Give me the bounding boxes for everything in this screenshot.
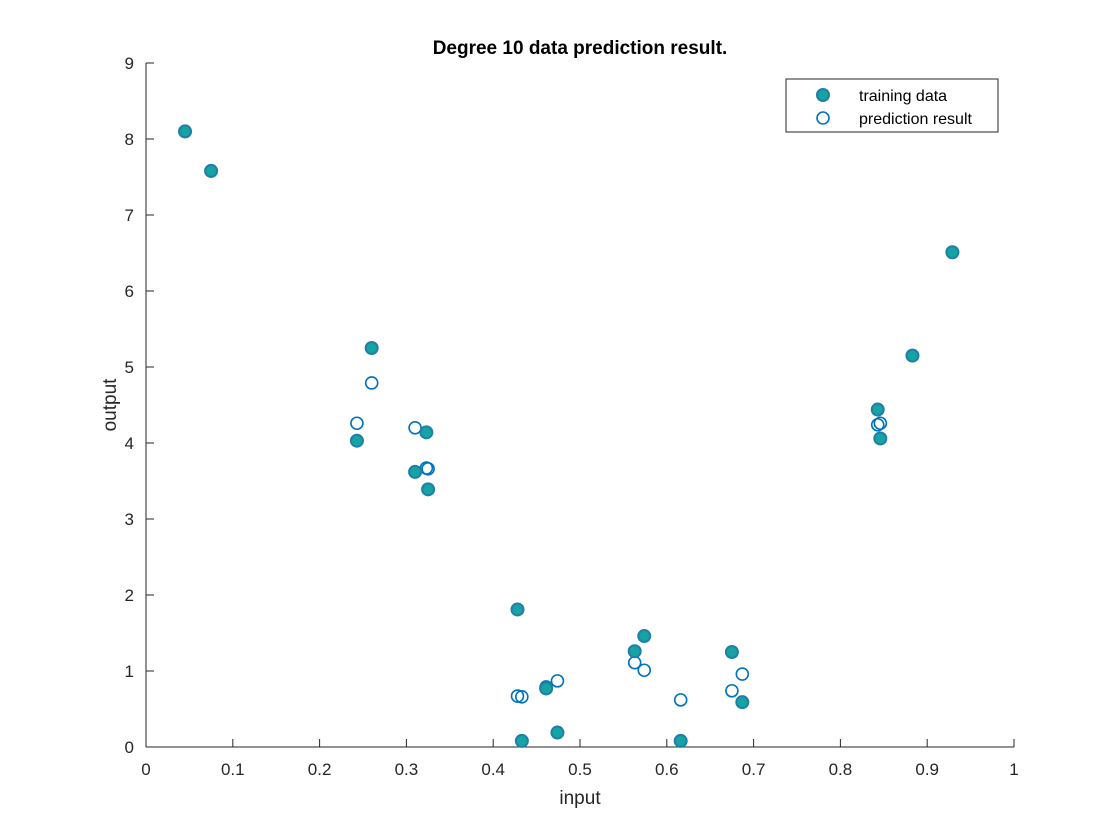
x-tick-label: 0.2 (308, 760, 332, 779)
prediction-point (515, 690, 529, 704)
training-point (673, 733, 688, 748)
prediction-point (637, 663, 652, 678)
training-point (905, 348, 920, 363)
prediction-point (725, 683, 739, 698)
prediction-point (550, 674, 565, 688)
x-tick-label: 0.1 (221, 760, 245, 779)
training-point (421, 482, 436, 497)
training-point (514, 733, 529, 748)
x-tick-label: 0.9 (915, 760, 939, 779)
y-tick-label: 0 (125, 738, 134, 757)
training-point (510, 602, 525, 617)
prediction-point (870, 417, 885, 432)
y-tick-label: 1 (125, 662, 134, 681)
x-ticks: 0 0.1 0.2 0.3 0.4 0.5 0.6 0.7 0.8 0.9 1 (141, 739, 1019, 779)
y-tick-label: 6 (125, 282, 134, 301)
training-point (637, 629, 652, 644)
y-tick-label: 7 (125, 206, 134, 225)
y-ticks: 0 1 2 3 4 5 6 7 8 9 (125, 54, 154, 757)
y-tick-label: 4 (125, 434, 134, 453)
chart-title: Degree 10 data prediction result. (433, 38, 728, 59)
prediction-point (873, 416, 888, 431)
x-tick-label: 0.4 (481, 760, 505, 779)
training-point (408, 464, 423, 479)
x-tick-label: 0.5 (568, 760, 592, 779)
training-point (419, 425, 434, 440)
series-training-data (178, 124, 960, 748)
x-tick-label: 0.8 (829, 760, 853, 779)
y-tick-label: 3 (125, 510, 134, 529)
y-tick-label: 9 (125, 54, 134, 73)
training-point (178, 124, 193, 139)
y-tick-label: 5 (125, 358, 134, 377)
prediction-point (673, 693, 688, 707)
plot-area: 0 0.1 0.2 0.3 0.4 0.5 0.6 0.7 0.8 0.9 1 0 1 2 3 4 5 6 7 8 9 (125, 54, 1019, 779)
x-tick-label: 0 (141, 760, 150, 779)
legend-marker-training-data (816, 88, 830, 102)
legend-label-training-data: training data (859, 88, 947, 105)
training-point (735, 695, 750, 710)
x-axis-label: input (559, 788, 601, 809)
training-point (724, 645, 739, 659)
x-tick-label: 0.6 (655, 760, 679, 779)
training-point (870, 402, 885, 417)
y-tick-label: 2 (125, 586, 134, 605)
training-point (627, 644, 642, 659)
training-point (364, 341, 379, 355)
y-tick-label: 8 (125, 130, 134, 149)
prediction-point (421, 462, 435, 476)
y-axis-label: output (100, 378, 121, 432)
prediction-point (735, 667, 750, 681)
legend-marker-prediction-result (816, 111, 830, 125)
x-tick-label: 0.7 (742, 760, 766, 779)
training-point (945, 245, 960, 260)
prediction-point (350, 416, 364, 431)
training-point (550, 725, 565, 740)
training-point (349, 433, 364, 448)
training-point (539, 681, 554, 696)
training-point (204, 163, 219, 178)
x-tick-label: 1 (1009, 760, 1018, 779)
prediction-point (510, 689, 525, 703)
x-tick-label: 0.3 (395, 760, 419, 779)
legend: training data prediction result (785, 78, 999, 133)
legend-label-prediction-result: prediction result (859, 111, 973, 128)
prediction-point (364, 376, 379, 390)
training-point (873, 431, 888, 446)
